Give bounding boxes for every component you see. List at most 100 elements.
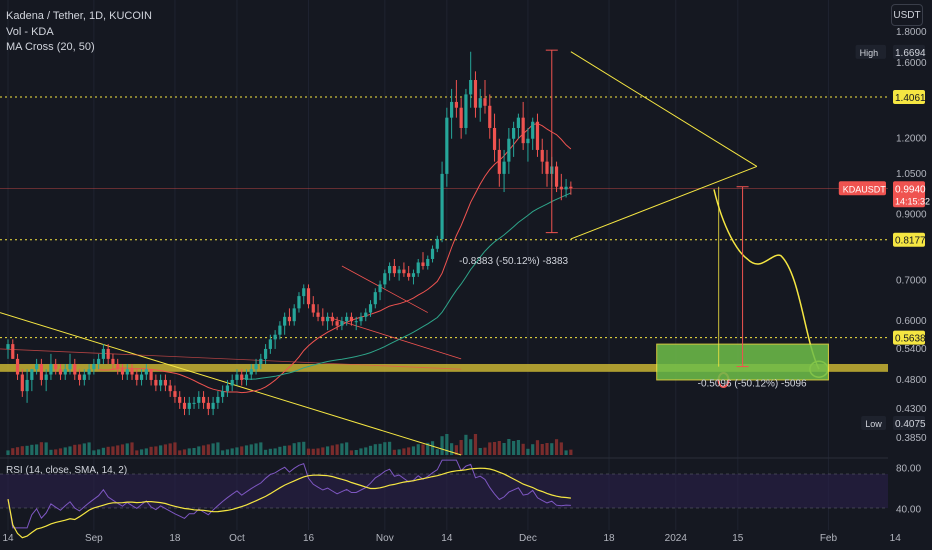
candle-body <box>516 117 520 128</box>
volume-legend: Vol - KDA <box>6 26 54 38</box>
price-tick-label: 1.0500 <box>896 169 927 180</box>
volume-bar <box>135 450 139 455</box>
rsi-band <box>0 474 888 508</box>
candle-body <box>259 358 263 364</box>
candle-body <box>302 288 306 297</box>
candle-body <box>192 402 196 404</box>
volume-bar <box>159 445 163 455</box>
volume-bar <box>325 446 330 455</box>
price-tag-label: Low <box>865 419 882 429</box>
volume-bar <box>531 444 535 455</box>
triangle-upper-line <box>570 51 758 167</box>
candle-body <box>335 321 339 326</box>
volume-bar <box>340 443 344 455</box>
rsi-pane <box>0 457 888 539</box>
currency-button[interactable]: USDT <box>891 4 923 26</box>
price-tick-label: 0.5400 <box>896 344 927 355</box>
candle-body <box>254 363 258 370</box>
volume-bar <box>101 447 105 455</box>
candle-body <box>20 374 24 392</box>
candle-body <box>306 288 311 305</box>
candle-body <box>54 363 58 370</box>
volume-bar <box>44 442 48 455</box>
volume-bar <box>435 449 439 455</box>
volume-bar <box>364 447 368 455</box>
candle-body <box>411 273 416 277</box>
volume-bar <box>35 444 39 455</box>
volume-bar <box>201 445 206 455</box>
volume-bar <box>492 442 497 455</box>
candle-body <box>58 369 63 375</box>
candle-body <box>445 117 449 174</box>
price-tick-label: 0.9000 <box>896 209 927 220</box>
volume-bar <box>445 434 449 455</box>
volume-bar <box>259 442 263 455</box>
price-countdown: 14:15:32 <box>895 196 930 206</box>
ma-50-line <box>241 192 572 380</box>
candle-body <box>440 173 444 239</box>
candle-body <box>450 101 454 118</box>
volume-bar <box>397 449 401 455</box>
volume-bar <box>440 436 444 455</box>
time-tick-label: Oct <box>229 533 245 544</box>
candle-body <box>464 94 468 128</box>
candle-body <box>130 369 134 375</box>
volume-bar <box>411 446 416 455</box>
volume-bar <box>263 449 268 455</box>
flag-bottom-line <box>327 316 462 360</box>
price-tag-box <box>861 416 886 431</box>
measure-label: -0.5096 (-50.12%) -5096 <box>698 379 807 390</box>
volume-bar <box>283 445 287 455</box>
candle-body <box>149 369 153 380</box>
volume-bar <box>416 444 420 455</box>
volume-bar <box>111 446 115 455</box>
candle-body <box>6 344 10 349</box>
candle-body <box>101 348 105 359</box>
candle-body <box>469 79 473 95</box>
time-tick-label: 18 <box>169 533 181 544</box>
volume-bar <box>192 448 196 455</box>
flag-top-line <box>341 265 428 313</box>
candle-body <box>221 391 225 397</box>
volume-bar <box>349 450 354 455</box>
volume-bar <box>6 450 10 455</box>
candle-body <box>454 101 458 108</box>
time-tick-label: 2024 <box>665 533 688 544</box>
price-tag-label: KDAUSDT <box>843 184 887 194</box>
candle-body <box>25 379 29 392</box>
volume-bar <box>359 448 363 455</box>
volume-bar <box>168 443 172 455</box>
volume-bar <box>559 442 563 455</box>
candle-body <box>235 374 239 380</box>
price-axis: 1.8000 1.6000 1.2000 1.0500 0.9000 0.7000 0.60… <box>838 0 932 550</box>
volume-bar <box>130 442 134 455</box>
candle-body <box>292 308 296 322</box>
price-tick-label: 0.4800 <box>896 375 927 386</box>
candle-body <box>392 265 396 274</box>
time-tick-label: 14 <box>2 533 14 544</box>
volume-bar <box>502 443 506 455</box>
volume-bar <box>526 448 530 455</box>
candle-body <box>316 312 320 317</box>
candle-body <box>512 127 516 139</box>
candle-body <box>388 265 392 274</box>
candle-body <box>364 312 368 317</box>
volume-bar <box>87 442 91 455</box>
volume-bar <box>469 439 473 455</box>
candle-body <box>426 258 430 266</box>
candle-body <box>35 363 39 370</box>
time-tick-label: 14 <box>890 533 902 544</box>
volume-bar <box>106 446 110 455</box>
volume-bar <box>173 442 177 455</box>
volume-bar <box>20 446 24 455</box>
candle-body <box>535 121 540 150</box>
volume-bar <box>149 446 153 455</box>
candle-body <box>11 344 15 359</box>
volume-bar <box>354 450 358 455</box>
volume-bar <box>58 448 63 455</box>
volume-bar <box>249 444 253 455</box>
drawings <box>0 51 829 456</box>
price-tag-label: High <box>860 48 879 58</box>
price-label-box <box>893 330 925 345</box>
